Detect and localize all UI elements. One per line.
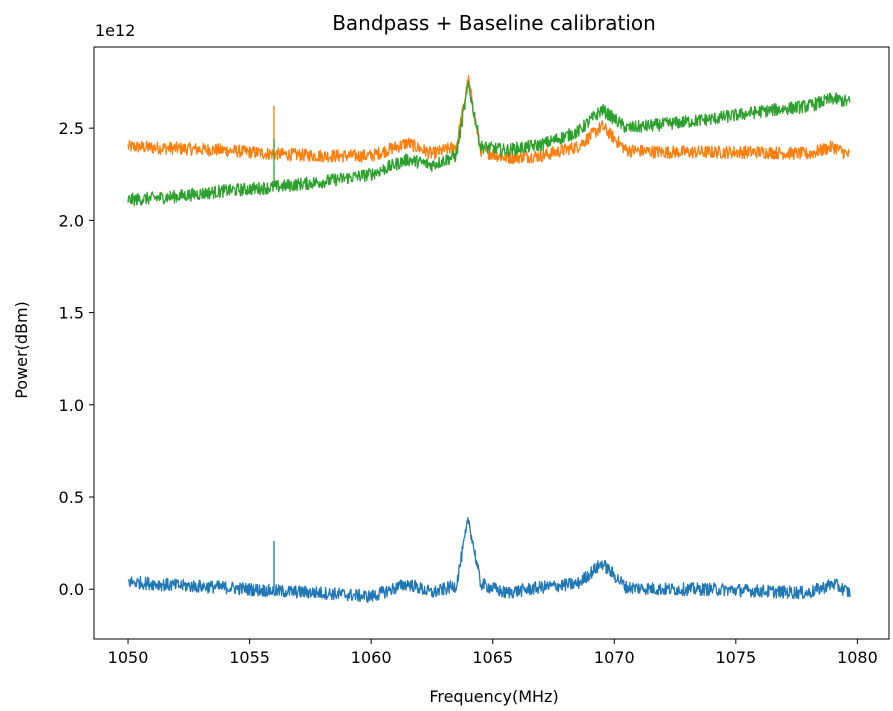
y-tick-label: 0.5: [59, 488, 84, 507]
series-line-0: [127, 74, 851, 165]
y-axis: 0.0 0.5 1.0 1.5 2.0 2.5: [59, 119, 94, 599]
x-tick-label: 1080: [837, 648, 878, 667]
x-tick-label: 1050: [108, 648, 149, 667]
chart-title: Bandpass + Baseline calibration: [332, 11, 656, 35]
y-offset-label: 1e12: [95, 21, 135, 40]
series-0: [127, 74, 851, 165]
series-line-2: [127, 517, 851, 604]
y-tick-label: 2.0: [59, 211, 84, 230]
x-axis-title: Frequency(MHz): [429, 687, 558, 706]
y-tick-label: 1.0: [59, 396, 84, 415]
x-tick-label: 1065: [472, 648, 513, 667]
x-axis: 1050 1055 1060 1065 1070 1075 1080: [108, 639, 878, 667]
y-tick-label: 1.5: [59, 304, 84, 323]
plot-frame: [93, 46, 890, 640]
x-tick-label: 1075: [715, 648, 756, 667]
x-tick-label: 1070: [594, 648, 635, 667]
x-tick-label: 1055: [229, 648, 270, 667]
y-tick-label: 0.0: [59, 580, 84, 599]
series-2: [127, 517, 851, 604]
y-axis-title: Power(dBm): [12, 301, 31, 399]
series-line-1: [127, 80, 851, 207]
y-tick-label: 2.5: [59, 119, 84, 138]
series-1: [127, 80, 851, 207]
series-layer: [127, 74, 851, 604]
x-tick-label: 1060: [351, 648, 392, 667]
